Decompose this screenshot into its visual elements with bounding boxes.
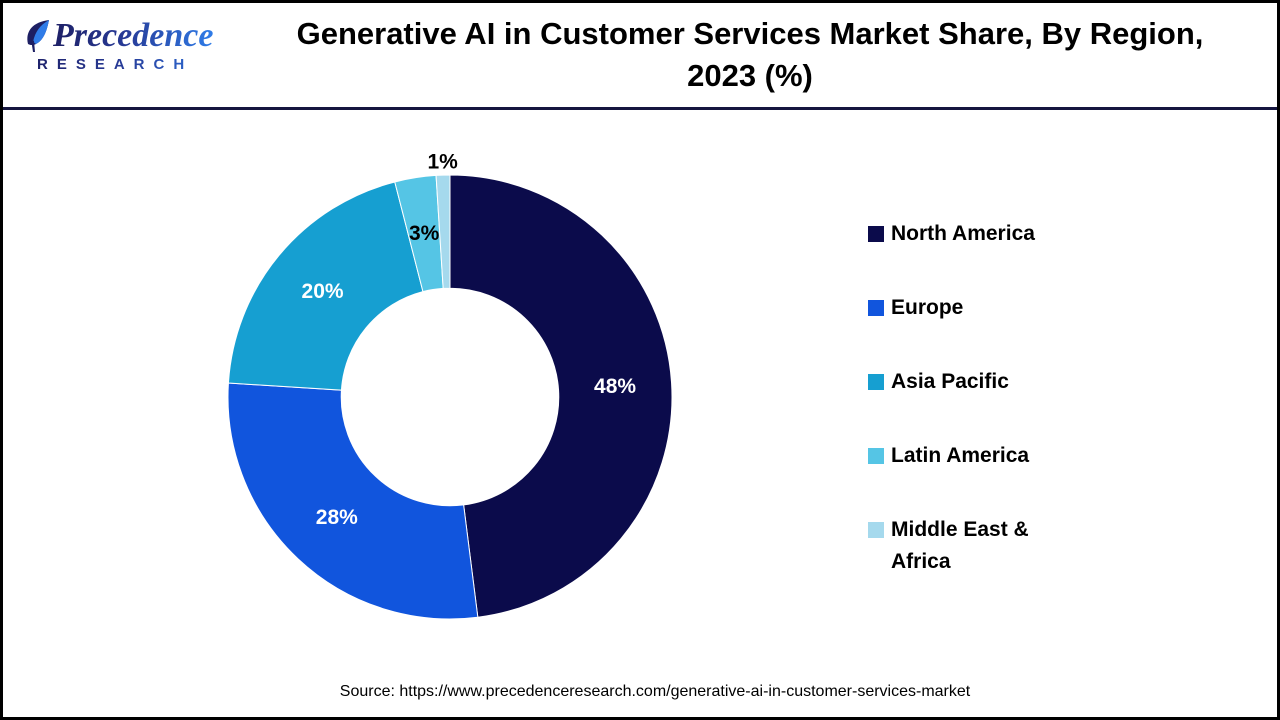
leaf-icon [25, 19, 51, 53]
legend-swatch-asia-pacific [868, 374, 884, 390]
chart-title: Generative AI in Customer Services Marke… [241, 13, 1259, 97]
pie-slice-asia-pacific [227, 181, 424, 391]
logo-subtext: RESEARCH [25, 56, 235, 73]
logo-wordmark-row: Precedence [25, 17, 235, 55]
legend-label-asia-pacific: Asia Pacific [891, 370, 1009, 393]
chart-legend: North America Europe Asia Pacific Latin Ame… [868, 218, 1063, 578]
legend-swatch-latin-america [868, 448, 884, 464]
logo-wordmark: Precedence [53, 17, 214, 54]
donut-chart: 48% 28% 20% 3% 1% [190, 137, 710, 657]
source-note: Source: https://www.precedenceresearch.c… [339, 683, 971, 700]
donut-chart-svg: 48% 28% 20% 3% 1% [227, 151, 673, 620]
slice-label-europe: 28% [316, 506, 358, 529]
legend-label-middle-east-africa: Middle East & Africa [891, 518, 1029, 573]
legend-item-europe: Europe [868, 292, 1063, 324]
legend-item-north-america: North America [868, 218, 1063, 250]
legend-swatch-north-america [868, 226, 884, 242]
slice-label-middle-east-africa: 1% [427, 151, 458, 174]
legend-label-north-america: North America [891, 222, 1035, 245]
legend-swatch-europe [868, 300, 884, 316]
legend-label-europe: Europe [891, 296, 964, 319]
chart-title-line-2: 2023 (%) [687, 58, 813, 93]
slice-label-latin-america: 3% [409, 222, 440, 245]
precedence-research-logo: Precedence RESEARCH [25, 17, 235, 73]
slice-label-north-america: 48% [594, 375, 636, 398]
legend-label-latin-america: Latin America [891, 444, 1030, 467]
slice-label-asia-pacific: 20% [302, 280, 344, 303]
legend-swatch-middle-east-africa [868, 522, 884, 538]
header: Precedence RESEARCH Generative AI in Cus… [3, 3, 1277, 110]
chart-title-line-1: Generative AI in Customer Services Marke… [296, 16, 1204, 51]
pie-slice-middle-east-africa [435, 174, 451, 289]
legend-item-latin-america: Latin America [868, 440, 1063, 472]
pie-slice-europe [227, 382, 479, 620]
pie-slice-north-america [449, 174, 673, 618]
legend-item-asia-pacific: Asia Pacific [868, 366, 1063, 398]
legend-item-middle-east-africa: Middle East & Africa [868, 514, 1063, 578]
